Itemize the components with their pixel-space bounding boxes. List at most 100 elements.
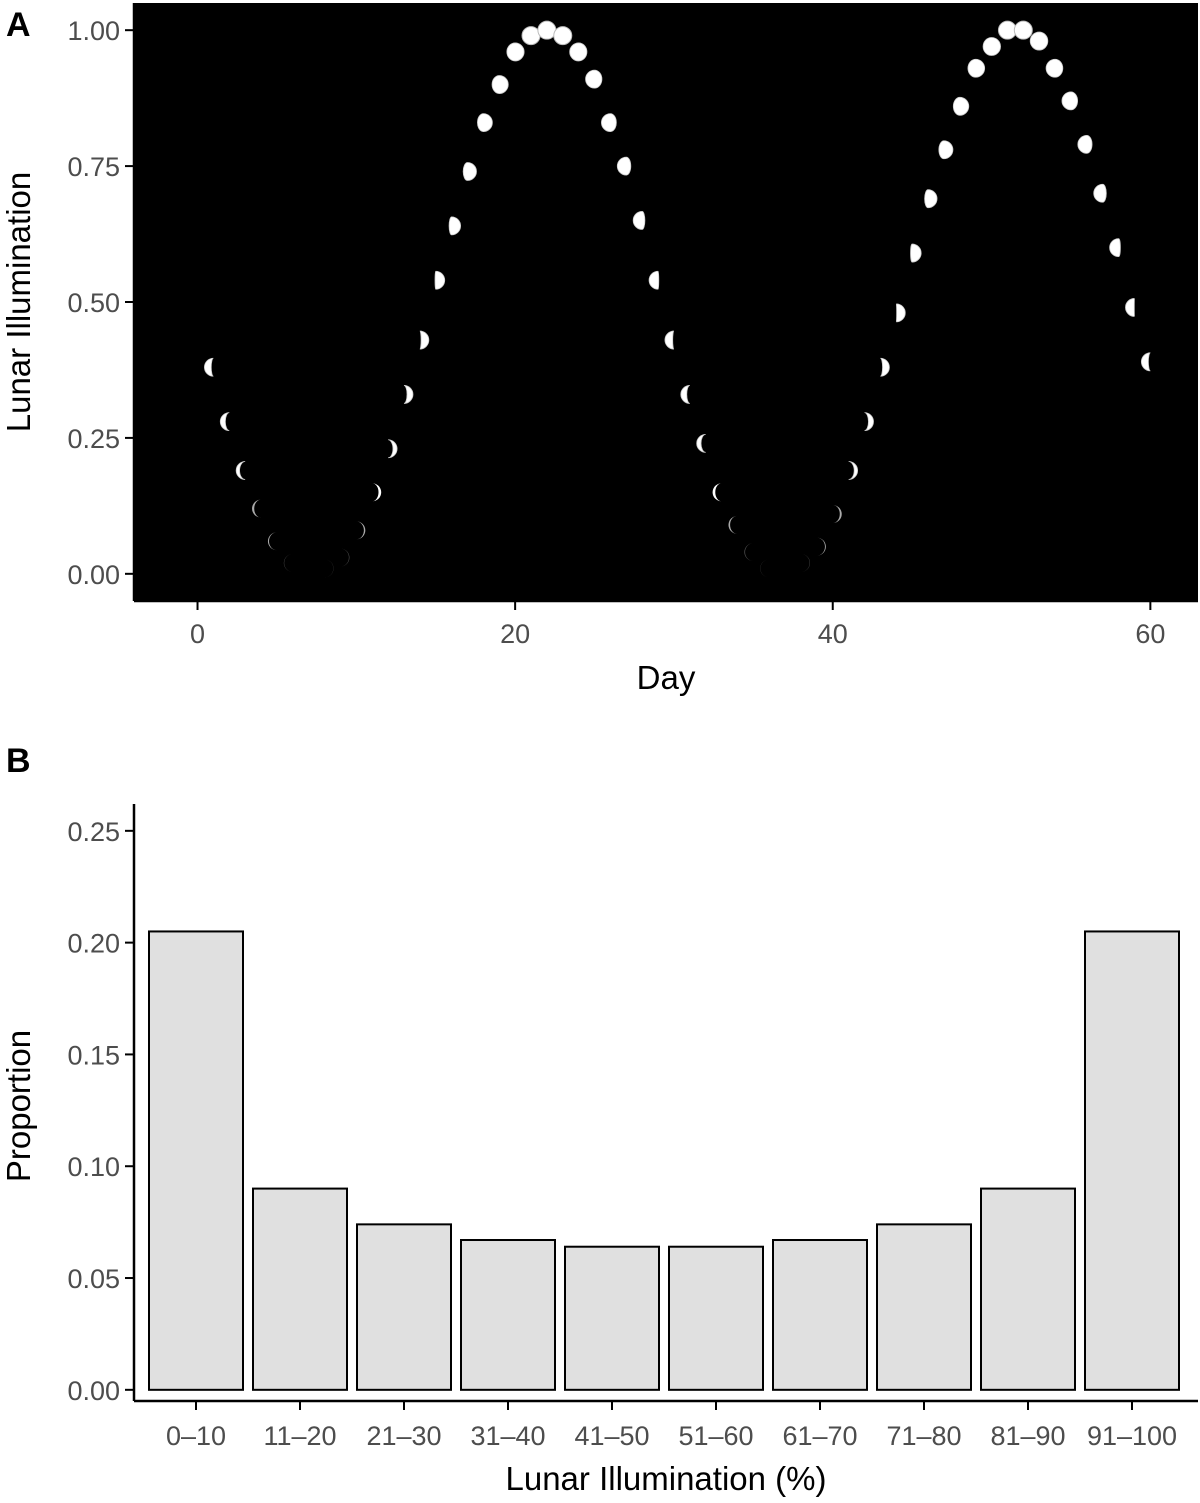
x-axis-title-a: Day [637, 659, 696, 696]
moon-marker [648, 270, 668, 290]
moon-marker [982, 37, 1001, 56]
moon-marker [283, 553, 302, 572]
y-tick-label: 0.25 [67, 817, 120, 847]
x-ticks-a: 0 20 40 60 [190, 601, 1165, 649]
moon-marker [410, 330, 430, 350]
x-tick-label: 61–70 [782, 1421, 857, 1451]
moon-marker [776, 564, 795, 583]
x-axis-title-b: Lunar Illumination (%) [506, 1460, 827, 1497]
moon-marker [219, 412, 239, 431]
moon-marker [744, 543, 763, 562]
moon-marker [791, 553, 810, 572]
x-tick-label: 11–20 [263, 1421, 336, 1451]
bar [1084, 930, 1180, 1391]
moon-marker [426, 270, 446, 290]
panel-b-letter: B [6, 742, 31, 780]
x-tick-label: 0–10 [166, 1421, 226, 1451]
x-tick-label: 20 [500, 619, 530, 649]
moon-marker [632, 211, 652, 230]
bar [876, 1223, 972, 1391]
moon-marker [553, 26, 573, 46]
moon-marker [521, 26, 541, 46]
moon-marker [601, 113, 620, 133]
moon-marker [950, 96, 970, 116]
y-tick-label: 1.00 [67, 16, 120, 46]
moon-marker [680, 385, 699, 404]
moon-marker [252, 499, 271, 518]
moon-marker [997, 20, 1017, 40]
bar [980, 1187, 1076, 1391]
bar [356, 1223, 452, 1391]
moon-marker [919, 189, 938, 209]
moon-marker [1125, 298, 1144, 317]
moon-marker [299, 564, 318, 583]
moon-marker [506, 42, 525, 62]
y-tick-label: 0.00 [67, 1376, 120, 1406]
x-tick-label: 0 [190, 619, 205, 649]
moon-marker [204, 357, 223, 377]
moon-marker [474, 113, 493, 133]
moon-marker [1093, 183, 1112, 203]
moon-marker [823, 505, 842, 524]
x-tick-label: 71–80 [886, 1421, 961, 1451]
y-tick-label: 0.10 [67, 1152, 120, 1182]
moon-marker [315, 559, 334, 578]
y-tick-label: 0.15 [67, 1040, 120, 1070]
moon-marker [331, 548, 350, 567]
bar [460, 1239, 556, 1391]
moon-marker [585, 69, 604, 89]
y-tick-label: 0.00 [67, 560, 120, 590]
y-tick-label: 0.20 [67, 929, 120, 959]
y-axis-title-b: Proportion [0, 1030, 37, 1182]
x-ticks-b: 0–10 11–20 21–30 31–40 41–50 51–60 61–70 71–80 8… [166, 1401, 1177, 1451]
moon-marker [379, 439, 398, 459]
moon-marker [537, 20, 557, 40]
x-tick-label: 41–50 [574, 1421, 649, 1451]
moon-marker [728, 515, 747, 534]
moon-marker [569, 42, 588, 62]
moon-marker [1061, 91, 1080, 111]
bar [772, 1239, 868, 1391]
bar [252, 1187, 348, 1391]
moon-marker [347, 521, 366, 540]
moon-marker [855, 412, 874, 431]
x-tick-label: 31–40 [470, 1421, 545, 1451]
x-tick-label: 21–30 [366, 1421, 441, 1451]
y-tick-label: 0.50 [67, 288, 120, 318]
y-tick-label: 0.05 [67, 1264, 120, 1294]
moon-marker [490, 75, 509, 94]
panel-a-letter: A [6, 6, 31, 44]
moon-marker [616, 156, 636, 176]
moon-marker [807, 537, 826, 556]
y-ticks-b: 0.00 0.05 0.10 0.15 0.20 0.25 [67, 817, 134, 1406]
moon-marker [235, 461, 255, 480]
moon-marker [871, 357, 890, 377]
moon-marker [442, 216, 462, 236]
moon-marker [887, 303, 906, 323]
bar [564, 1245, 660, 1391]
moon-marker [839, 461, 859, 480]
x-tick-label: 40 [818, 619, 848, 649]
moon-marker [1140, 352, 1160, 372]
moon-marker [696, 433, 715, 453]
x-tick-label: 51–60 [678, 1421, 753, 1451]
x-tick-label: 91–100 [1087, 1421, 1177, 1451]
panel-b-bar: B 0–10 11–20 21–30 31–40 41–50 51–60 61–70 71–8… [0, 742, 1198, 1497]
moon-markers [204, 20, 1160, 583]
moon-marker [760, 559, 779, 578]
moon-marker [664, 330, 683, 350]
x-tick-label: 60 [1135, 619, 1165, 649]
moon-marker [394, 385, 414, 404]
bars [148, 930, 1180, 1391]
moon-marker [363, 483, 382, 502]
moon-marker [712, 483, 731, 502]
moon-marker [966, 58, 986, 78]
panel-a-scatter: A 0 20 40 60 0.00 0.25 0.50 0.75 1.00 Day Lunar… [0, 3, 1198, 696]
x-tick-label: 81–90 [990, 1421, 1065, 1451]
moon-marker [458, 162, 477, 181]
y-ticks-a: 0.00 0.25 0.50 0.75 1.00 [67, 16, 134, 590]
moon-marker [903, 243, 922, 263]
moon-marker [1045, 58, 1065, 78]
moon-marker [1077, 134, 1096, 154]
